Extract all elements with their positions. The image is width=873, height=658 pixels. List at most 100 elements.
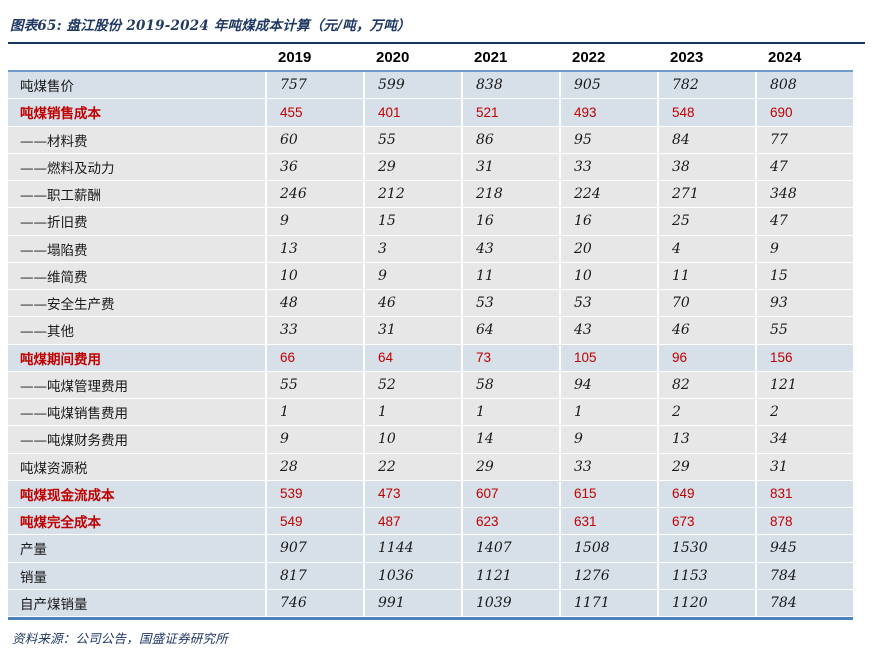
- cell-value: 539: [265, 480, 363, 507]
- table-row: 销量 817 1036 1121 1276 1153 784: [8, 562, 853, 590]
- cell-value: 945: [755, 535, 853, 562]
- cell-value: 16: [461, 208, 559, 235]
- cell-value: 1508: [559, 535, 657, 562]
- year-header-row: 2019 2020 2021 2022 2023 2024: [8, 44, 853, 72]
- cell-value: 95: [559, 126, 657, 153]
- cell-value: 9: [363, 262, 461, 289]
- table-row: ——维简费 10 9 11 10 11 15: [8, 262, 853, 290]
- cell-value: 4: [657, 235, 755, 262]
- table-body: 吨煤售价 757 599 838 905 782 808 吨煤销售成本 455 401 521 493…: [8, 72, 853, 620]
- cell-value: 15: [755, 262, 853, 289]
- cell-value: 473: [363, 480, 461, 507]
- cell-value: 31: [461, 153, 559, 180]
- cell-value: 1: [559, 399, 657, 426]
- row-label: 销量: [20, 569, 47, 586]
- cell-value: 1039: [461, 589, 559, 616]
- cell-value: 9: [265, 208, 363, 235]
- cell-value: 10: [559, 262, 657, 289]
- table-row: ——吨煤管理费用 55 52 58 94 82 121: [8, 371, 853, 399]
- cell-value: 548: [657, 99, 755, 126]
- cell-value: 55: [265, 371, 363, 398]
- cell-value: 1121: [461, 562, 559, 589]
- row-label: 产量: [20, 542, 47, 559]
- cell-value: 31: [755, 453, 853, 480]
- row-label: 自产煤销量: [20, 596, 88, 613]
- cell-value: 66: [265, 344, 363, 371]
- cell-value: 156: [755, 344, 853, 371]
- cell-value: 13: [657, 426, 755, 453]
- cell-value: 9: [265, 426, 363, 453]
- year-column-header: 2019: [278, 48, 312, 66]
- source-note: 资料来源：公司公告，国盛证券研究所: [12, 631, 228, 646]
- cell-value: 11: [657, 262, 755, 289]
- row-label: 吨煤现金流成本: [20, 487, 115, 504]
- cell-value: 94: [559, 371, 657, 398]
- cell-value: 1: [461, 399, 559, 426]
- cell-value: 121: [755, 371, 853, 398]
- cell-value: 84: [657, 126, 755, 153]
- row-label: ——维简费: [20, 269, 88, 286]
- cell-value: 1036: [363, 562, 461, 589]
- table-row: 自产煤销量 746 991 1039 1171 1120 784: [8, 589, 853, 617]
- cell-value: 905: [559, 72, 657, 99]
- cell-value: 218: [461, 181, 559, 208]
- cell-value: 22: [363, 453, 461, 480]
- year-column-header: 2022: [572, 48, 606, 66]
- table-row: 吨煤现金流成本 539 473 607 615 649 831: [8, 480, 853, 508]
- cell-value: 1407: [461, 535, 559, 562]
- row-label: 吨煤完全成本: [20, 515, 101, 532]
- cell-value: 34: [755, 426, 853, 453]
- table-row: 吨煤期间费用 66 64 73 105 96 156: [8, 344, 853, 372]
- cell-value: 53: [461, 290, 559, 317]
- table-row: 吨煤销售成本 455 401 521 493 548 690: [8, 99, 853, 127]
- cell-value: 64: [363, 344, 461, 371]
- cell-value: 1: [265, 399, 363, 426]
- table-row: 吨煤售价 757 599 838 905 782 808: [8, 72, 853, 100]
- table-row: 吨煤资源税 28 22 29 33 29 31: [8, 453, 853, 481]
- cell-value: 649: [657, 480, 755, 507]
- row-label: ——燃料及动力: [20, 160, 115, 177]
- cell-value: 16: [559, 208, 657, 235]
- cell-value: 33: [559, 453, 657, 480]
- cell-value: 29: [657, 453, 755, 480]
- cell-value: 77: [755, 126, 853, 153]
- cell-value: 82: [657, 371, 755, 398]
- cell-value: 38: [657, 153, 755, 180]
- row-label: ——职工薪酬: [20, 188, 101, 205]
- cell-value: 907: [265, 535, 363, 562]
- cell-value: 808: [755, 72, 853, 99]
- cell-value: 1171: [559, 589, 657, 616]
- year-column-header: 2024: [768, 48, 802, 66]
- row-label: 吨煤资源税: [20, 460, 88, 477]
- cell-value: 46: [657, 317, 755, 344]
- row-label: ——塌陷费: [20, 242, 88, 259]
- cell-value: 20: [559, 235, 657, 262]
- cell-value: 55: [363, 126, 461, 153]
- cell-value: 47: [755, 208, 853, 235]
- cell-value: 60: [265, 126, 363, 153]
- cell-value: 31: [363, 317, 461, 344]
- table-row: ——燃料及动力 36 29 31 33 38 47: [8, 153, 853, 181]
- cell-value: 615: [559, 480, 657, 507]
- cell-value: 224: [559, 181, 657, 208]
- cell-value: 25: [657, 208, 755, 235]
- cell-value: 348: [755, 181, 853, 208]
- row-label: ——折旧费: [20, 215, 88, 232]
- cell-value: 757: [265, 72, 363, 99]
- cell-value: 1276: [559, 562, 657, 589]
- cell-value: 607: [461, 480, 559, 507]
- cell-value: 271: [657, 181, 755, 208]
- cell-value: 14: [461, 426, 559, 453]
- cell-value: 631: [559, 508, 657, 535]
- cell-value: 43: [559, 317, 657, 344]
- cell-value: 784: [755, 562, 853, 589]
- cell-value: 28: [265, 453, 363, 480]
- table-row: ——塌陷费 13 3 43 20 4 9: [8, 235, 853, 263]
- cell-value: 2: [755, 399, 853, 426]
- table-row: 吨煤完全成本 549 487 623 631 673 878: [8, 508, 853, 536]
- cell-value: 86: [461, 126, 559, 153]
- row-label: ——安全生产费: [20, 297, 115, 314]
- row-label: ——材料费: [20, 133, 88, 150]
